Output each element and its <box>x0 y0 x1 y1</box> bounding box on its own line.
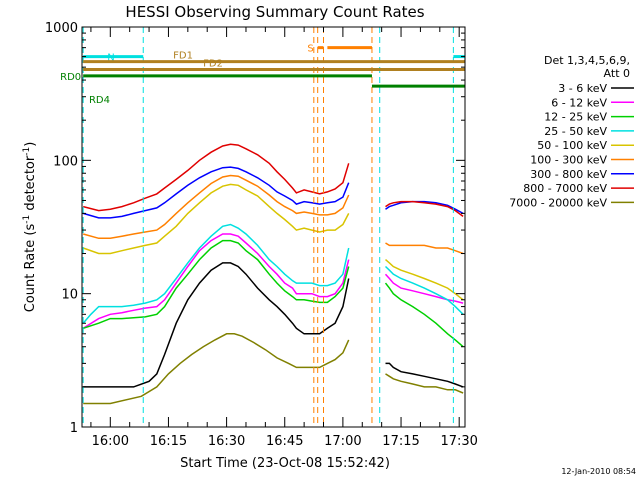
flag-label-rd0: RD0 <box>60 72 81 83</box>
x-tick-label: 17:15 <box>382 434 419 449</box>
series-line-100-300-kev <box>82 174 350 240</box>
series-line-6-12-kev <box>82 233 350 329</box>
legend-label-50-100-kev: 50 - 100 keV <box>537 139 607 152</box>
series-line-800-7000-kev <box>83 143 350 212</box>
legend-label-3-6-kev: 3 - 6 keV <box>558 82 607 95</box>
x-tick-label: 16:15 <box>150 434 187 449</box>
series-line-after-gap-3-6-kev <box>385 362 464 388</box>
series-line-after-gap-12-25-kev <box>384 282 464 348</box>
x-tick-label: 16:45 <box>266 434 303 449</box>
legend-label-25-50-kev: 25 - 50 keV <box>544 125 607 138</box>
series-line-7000-20000-kev <box>83 333 350 405</box>
flag-label-rd4: RD4 <box>89 95 110 106</box>
x-tick-label: 16:00 <box>92 434 129 449</box>
x-tick-label: 17:00 <box>324 434 361 449</box>
chart-title: HESSI Observing Summary Count Rates <box>125 3 424 21</box>
y-tick-label: 10 <box>61 288 78 303</box>
y-axis: 1 10 100 1000 <box>45 21 465 436</box>
x-tick-label: 16:30 <box>208 434 245 449</box>
legend-label-800-7000-kev: 800 - 7000 keV <box>523 182 607 195</box>
legend-label-7000-20000-kev: 7000 - 20000 keV <box>509 196 607 209</box>
series-line-after-gap-25-50-kev <box>384 265 464 315</box>
series-line-25-50-kev <box>82 223 350 324</box>
series-line-12-25-kev <box>82 239 350 330</box>
series-line-3-6-kev <box>83 262 350 388</box>
legend-header-detectors: Det 1,3,4,5,6,9, <box>544 54 630 67</box>
y-tick-label: 100 <box>53 154 78 169</box>
y-tick-label: 1 <box>70 421 78 436</box>
flag-label-fd1: FD1 <box>173 51 193 62</box>
legend-label-300-800-kev: 300 - 800 keV <box>530 168 607 181</box>
y-axis-title: Count Rate (s-1 detector-1) <box>22 142 38 313</box>
plot-area: N S FD1 FD2 RD0 RD4 <box>60 27 465 427</box>
series-line-after-gap-800-7000-kev <box>385 200 464 218</box>
series-line-after-gap-100-300-kev <box>385 242 464 255</box>
x-axis: 16:00 16:15 16:30 16:45 17:00 17:15 17:30 <box>90 27 478 449</box>
series-line-after-gap-7000-20000-kev <box>385 373 464 394</box>
x-axis-title: Start Time (23-Oct-08 15:52:42) <box>180 456 390 471</box>
legend-header-attenuator: Att 0 <box>604 67 630 80</box>
legend-label-100-300-kev: 100 - 300 keV <box>530 154 607 167</box>
legend-label-12-25-kev: 12 - 25 keV <box>544 111 607 124</box>
series-line-after-gap-50-100-kev <box>385 259 464 301</box>
series-line-50-100-kev <box>82 183 350 255</box>
legend-label-6-12-kev: 6 - 12 keV <box>551 96 607 109</box>
x-tick-label: 17:30 <box>440 434 477 449</box>
flag-label-s: S <box>307 44 313 55</box>
y-tick-label: 1000 <box>45 21 78 36</box>
generation-timestamp: 12-Jan-2010 08:54 <box>561 467 636 476</box>
series-line-after-gap-6-12-kev <box>384 273 464 304</box>
plot-frame <box>81 26 466 428</box>
series-line-300-800-kev <box>82 166 350 219</box>
flag-label-n: N <box>107 53 114 64</box>
flag-label-fd2: FD2 <box>203 59 223 70</box>
